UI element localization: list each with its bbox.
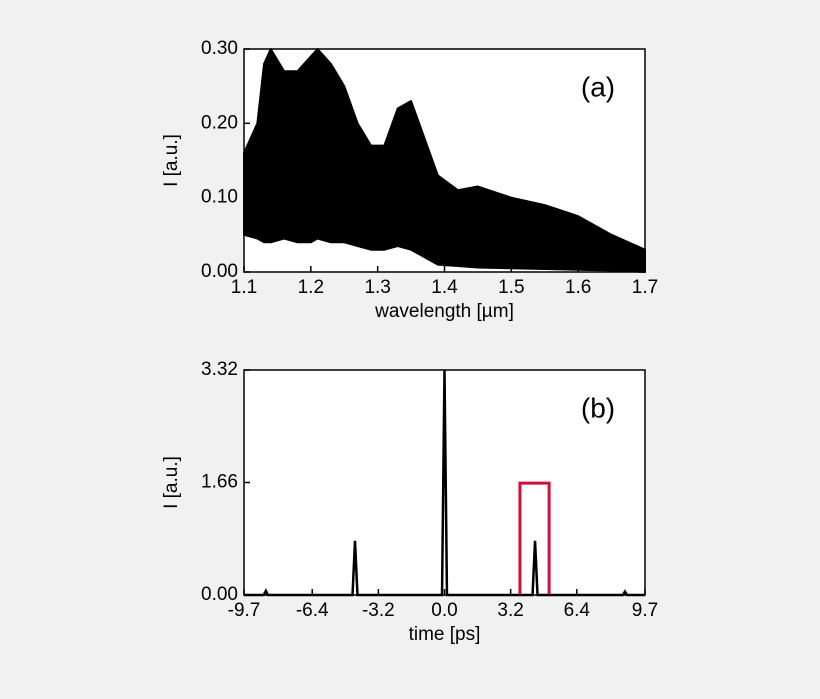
x-axis-label: time [ps] [409,624,481,645]
highlight-box [518,481,551,595]
y-tick-label: 0.20 [201,112,238,133]
y-tick-label: 0.00 [201,584,238,605]
x-tick-label: 1.5 [498,277,524,298]
x-axis-label: wavelength [µm] [374,301,514,322]
x-tick-label: 1.3 [364,277,390,298]
panel-label: (b) [581,392,615,423]
x-tick-label: 1.2 [298,277,324,298]
x-tick-label: -3.2 [362,600,395,621]
panel-label: (a) [581,71,615,102]
y-axis-label: I [a.u.] [161,134,182,187]
x-tick-label: 1.6 [565,277,591,298]
x-tick-label: 0.0 [431,600,457,621]
y-tick-label: 1.66 [201,472,238,493]
y-axis-label: I [a.u.] [161,456,182,509]
x-tick-label: 9.7 [632,600,658,621]
plot-frame [243,369,646,596]
x-tick-label: 1.4 [431,277,458,298]
plot-frame [243,48,646,273]
x-tick-label: 1.1 [231,277,257,298]
y-tick-label: 0.30 [201,38,238,59]
x-tick-label: -9.7 [228,600,261,621]
y-tick-label: 0.00 [201,261,238,282]
x-tick-label: 1.7 [632,277,658,298]
x-tick-label: -6.4 [296,600,329,621]
y-tick-label: 3.32 [201,359,238,380]
y-tick-label: 0.10 [201,187,238,208]
x-tick-label: 6.4 [564,600,591,621]
x-tick-label: 3.2 [497,600,523,621]
